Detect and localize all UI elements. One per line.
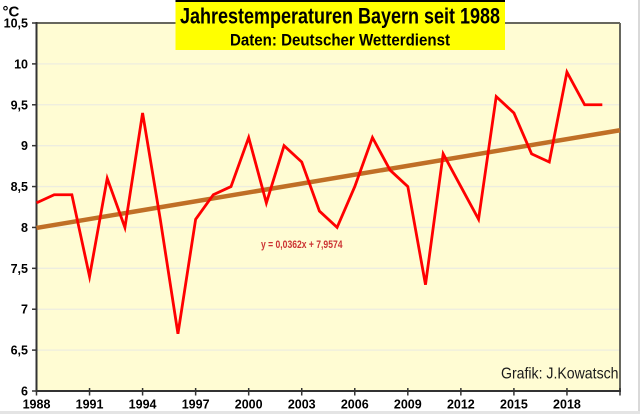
y-gridlines bbox=[36, 63, 620, 351]
x-axis-tick-label: 2000 bbox=[235, 398, 263, 412]
x-axis-tick-label: 1994 bbox=[129, 398, 157, 412]
axis-ticks bbox=[32, 22, 621, 396]
x-axis-tick-label: 2006 bbox=[341, 398, 369, 412]
x-axis-tick-label: 1997 bbox=[182, 398, 210, 412]
chart-subtitle: Daten: Deutscher Wetterdienst bbox=[230, 31, 450, 50]
chart-title: Jahrestemperaturen Bayern seit 1988 bbox=[180, 4, 500, 29]
x-axis-tick-label: 2012 bbox=[447, 398, 475, 412]
y-axis-tick-label: 6 bbox=[21, 385, 28, 399]
y-axis-labels: 10,5 10 9,5 9 8,5 8 7,5 7 6,5 6 bbox=[4, 17, 28, 399]
y-axis-tick-label: 7 bbox=[21, 303, 28, 317]
y-axis-tick-label: 8,5 bbox=[11, 180, 28, 194]
trend-line bbox=[36, 128, 621, 231]
window-bottom-edge bbox=[0, 411, 640, 414]
y-axis-tick-label: 10,5 bbox=[4, 17, 28, 31]
temperature-line bbox=[35, 67, 603, 334]
y-axis-tick-label: 7,5 bbox=[11, 262, 28, 276]
x-axis-tick-label: 1988 bbox=[23, 398, 51, 412]
trend-line-group bbox=[36, 128, 621, 231]
x-axis-tick-label: 1991 bbox=[76, 398, 104, 412]
y-axis-tick-label: 8 bbox=[21, 221, 28, 235]
y-axis-tick-label: 6,5 bbox=[11, 344, 28, 358]
credit-label: Grafik: J.Kowatsch bbox=[501, 366, 619, 383]
temperature-line-group bbox=[35, 67, 603, 334]
x-axis-labels: 1988 1991 1994 1997 2000 2003 2006 2009 2012 2015… bbox=[23, 398, 581, 412]
title-box: Jahrestemperaturen Bayern seit 1988 Date… bbox=[175, 0, 505, 50]
y-axis-unit-label: °C bbox=[3, 4, 20, 21]
x-axis-tick-label: 2009 bbox=[394, 398, 422, 412]
title-box-background bbox=[175, 0, 505, 50]
y-axis-tick-label: 9,5 bbox=[11, 98, 28, 112]
window-right-edge bbox=[638, 0, 640, 414]
trend-equation-label: y = 0,0362x + 7,9574 bbox=[261, 239, 343, 251]
x-axis-tick-label: 2018 bbox=[553, 398, 581, 412]
y-axis-tick-label: 9 bbox=[21, 139, 28, 153]
y-axis-tick-label: 10 bbox=[14, 57, 28, 71]
x-axis-tick-label: 2015 bbox=[500, 398, 528, 412]
plot-area-background bbox=[36, 23, 620, 391]
x-axis-tick-label: 2003 bbox=[288, 398, 316, 412]
